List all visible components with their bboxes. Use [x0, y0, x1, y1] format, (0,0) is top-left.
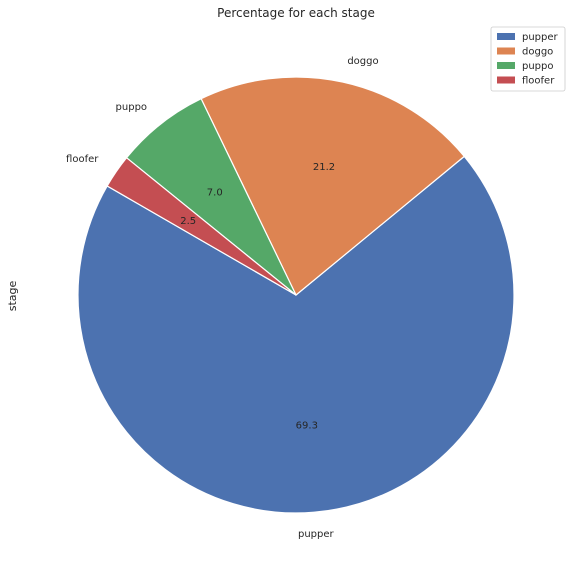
percent-label-floofer: 2.5 — [180, 216, 196, 227]
pie-slice-labels: pupper doggo puppo floofer — [66, 56, 379, 540]
slice-label-doggo: doggo — [347, 56, 378, 67]
legend-frame — [490, 26, 566, 92]
legend-swatch-pupper — [497, 33, 515, 40]
pie-percent-labels: 69.3 21.2 7.0 2.5 — [180, 162, 335, 431]
pie-slice-floofer — [106, 156, 297, 296]
legend-label-pupper: pupper — [522, 32, 559, 43]
percent-label-doggo: 21.2 — [313, 162, 335, 173]
chart-title: Percentage for each stage — [217, 6, 375, 20]
percent-label-puppo: 7.0 — [207, 187, 223, 198]
pie-slice-doggo — [200, 76, 466, 296]
legend: pupper doggo puppo floofer — [490, 26, 566, 92]
slice-label-pupper: pupper — [298, 529, 335, 540]
legend-swatch-doggo — [497, 47, 515, 55]
pie-slice-pupper — [77, 155, 515, 514]
pie-slices — [77, 76, 515, 514]
legend-swatch-puppo — [497, 62, 515, 69]
slice-label-puppo: puppo — [116, 102, 148, 113]
y-axis-label: stage — [6, 281, 19, 312]
percent-label-pupper: 69.3 — [296, 420, 318, 431]
legend-label-floofer: floofer — [522, 76, 555, 87]
slice-label-floofer: floofer — [66, 154, 99, 165]
legend-swatch-floofer — [497, 76, 515, 84]
legend-label-doggo: doggo — [522, 47, 553, 58]
legend-label-puppo: puppo — [522, 61, 554, 72]
